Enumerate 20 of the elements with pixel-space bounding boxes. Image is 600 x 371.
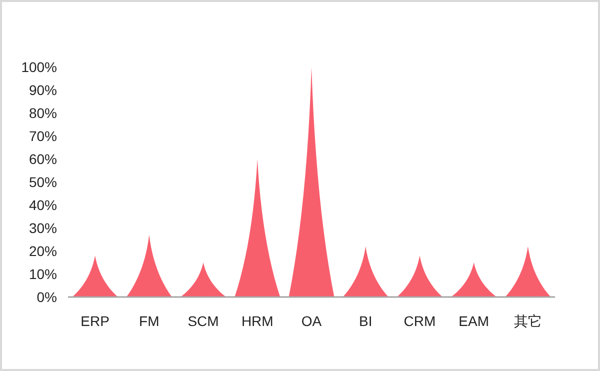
y-tick-label: 80% <box>28 105 57 121</box>
x-tick-label: CRM <box>404 313 436 329</box>
y-tick-label: 10% <box>28 266 57 282</box>
y-tick-label: 0% <box>36 289 57 305</box>
x-tick-label: BI <box>358 313 372 329</box>
y-tick-label: 60% <box>28 151 57 167</box>
x-tick-label: FM <box>139 313 160 329</box>
x-tick-label: OA <box>301 313 322 329</box>
x-tick-label: HRM <box>241 313 274 329</box>
x-tick-label: 其它 <box>514 313 542 329</box>
y-tick-label: 100% <box>21 59 57 75</box>
y-tick-label: 50% <box>28 174 57 190</box>
y-tick-label: 90% <box>28 82 57 98</box>
x-tick-label: ERP <box>80 313 110 329</box>
x-tick-label: EAM <box>458 313 490 329</box>
y-tick-label: 70% <box>28 128 57 144</box>
y-tick-label: 40% <box>28 197 57 213</box>
y-tick-label: 30% <box>28 220 57 236</box>
x-tick-label: SCM <box>188 313 219 329</box>
y-tick-label: 20% <box>28 243 57 259</box>
